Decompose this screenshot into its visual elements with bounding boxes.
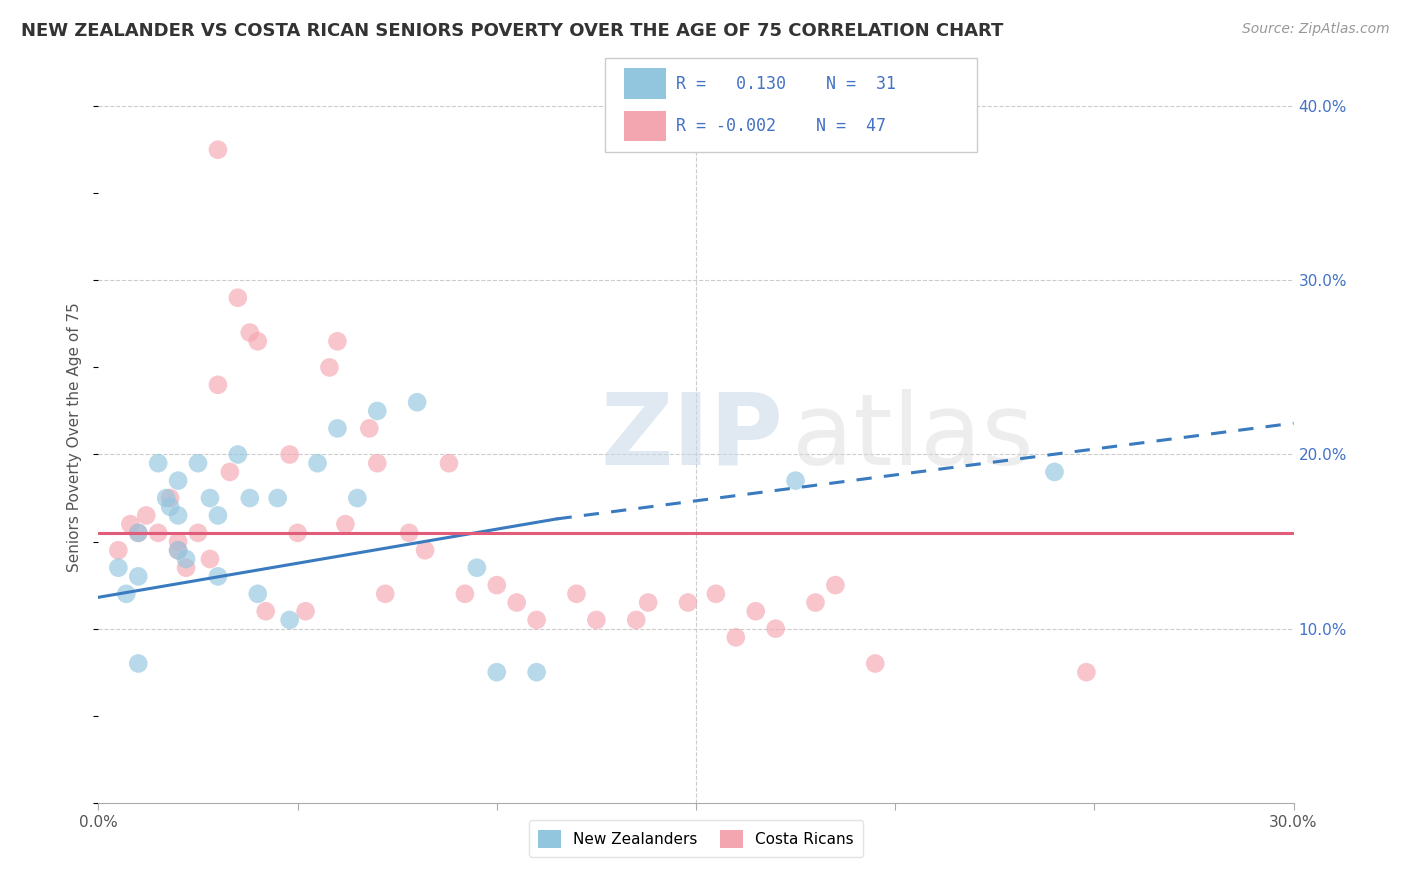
Point <box>167 543 190 558</box>
Point <box>585 613 607 627</box>
Point <box>526 613 548 627</box>
Point <box>326 334 349 349</box>
Point <box>765 622 787 636</box>
Point <box>676 595 699 609</box>
Point <box>526 665 548 680</box>
Point <box>107 560 129 574</box>
Point <box>745 604 768 618</box>
Point <box>115 587 138 601</box>
Point <box>565 587 588 601</box>
Point <box>226 291 249 305</box>
Point <box>704 587 727 601</box>
Point <box>127 525 149 540</box>
Point <box>485 665 508 680</box>
Point <box>724 631 747 645</box>
Point <box>246 587 269 601</box>
Point <box>335 517 357 532</box>
Point <box>207 377 229 392</box>
Point <box>127 525 149 540</box>
Point <box>174 552 197 566</box>
Point <box>804 595 827 609</box>
Point <box>346 491 368 505</box>
Point <box>207 508 229 523</box>
Point <box>366 404 388 418</box>
Point <box>207 143 229 157</box>
Point <box>824 578 846 592</box>
Text: NEW ZEALANDER VS COSTA RICAN SENIORS POVERTY OVER THE AGE OF 75 CORRELATION CHAR: NEW ZEALANDER VS COSTA RICAN SENIORS POV… <box>21 22 1004 40</box>
Point <box>174 560 197 574</box>
Point <box>398 525 420 540</box>
Point <box>287 525 309 540</box>
Point <box>148 456 170 470</box>
Point <box>865 657 887 671</box>
Point <box>278 448 301 462</box>
Text: atlas: atlas <box>792 389 1033 485</box>
Point <box>454 587 477 601</box>
Point <box>278 613 301 627</box>
Point <box>1043 465 1066 479</box>
Point <box>626 613 648 627</box>
Point <box>246 334 269 349</box>
Point <box>148 525 170 540</box>
Point <box>135 508 157 523</box>
Text: ZIP: ZIP <box>600 389 783 485</box>
Point <box>506 595 529 609</box>
Point <box>374 587 396 601</box>
Point <box>239 326 262 340</box>
Point <box>637 595 659 609</box>
Point <box>198 491 221 505</box>
Point <box>159 491 181 505</box>
Point <box>326 421 349 435</box>
Point <box>127 569 149 583</box>
Point <box>485 578 508 592</box>
Point <box>406 395 429 409</box>
Point <box>267 491 290 505</box>
Point <box>307 456 329 470</box>
Point <box>226 448 249 462</box>
Point <box>785 474 807 488</box>
Text: R = -0.002    N =  47: R = -0.002 N = 47 <box>676 117 886 135</box>
Point <box>159 500 181 514</box>
Point <box>294 604 316 618</box>
Text: Source: ZipAtlas.com: Source: ZipAtlas.com <box>1241 22 1389 37</box>
Point <box>167 508 190 523</box>
Point <box>187 456 209 470</box>
Point <box>239 491 262 505</box>
Point <box>318 360 340 375</box>
Y-axis label: Seniors Poverty Over the Age of 75: Seniors Poverty Over the Age of 75 <box>67 302 83 572</box>
Point <box>1076 665 1098 680</box>
Point <box>167 543 190 558</box>
Point <box>167 534 190 549</box>
Point <box>167 474 190 488</box>
Point <box>127 657 149 671</box>
Point <box>107 543 129 558</box>
Point <box>120 517 142 532</box>
Legend: New Zealanders, Costa Ricans: New Zealanders, Costa Ricans <box>529 821 863 857</box>
Point <box>366 456 388 470</box>
Point <box>413 543 436 558</box>
Point <box>359 421 381 435</box>
Point <box>198 552 221 566</box>
Point <box>187 525 209 540</box>
Text: R =   0.130    N =  31: R = 0.130 N = 31 <box>676 75 896 93</box>
Point <box>254 604 277 618</box>
Point <box>207 569 229 583</box>
Point <box>219 465 242 479</box>
Point <box>155 491 177 505</box>
Point <box>465 560 488 574</box>
Point <box>437 456 460 470</box>
